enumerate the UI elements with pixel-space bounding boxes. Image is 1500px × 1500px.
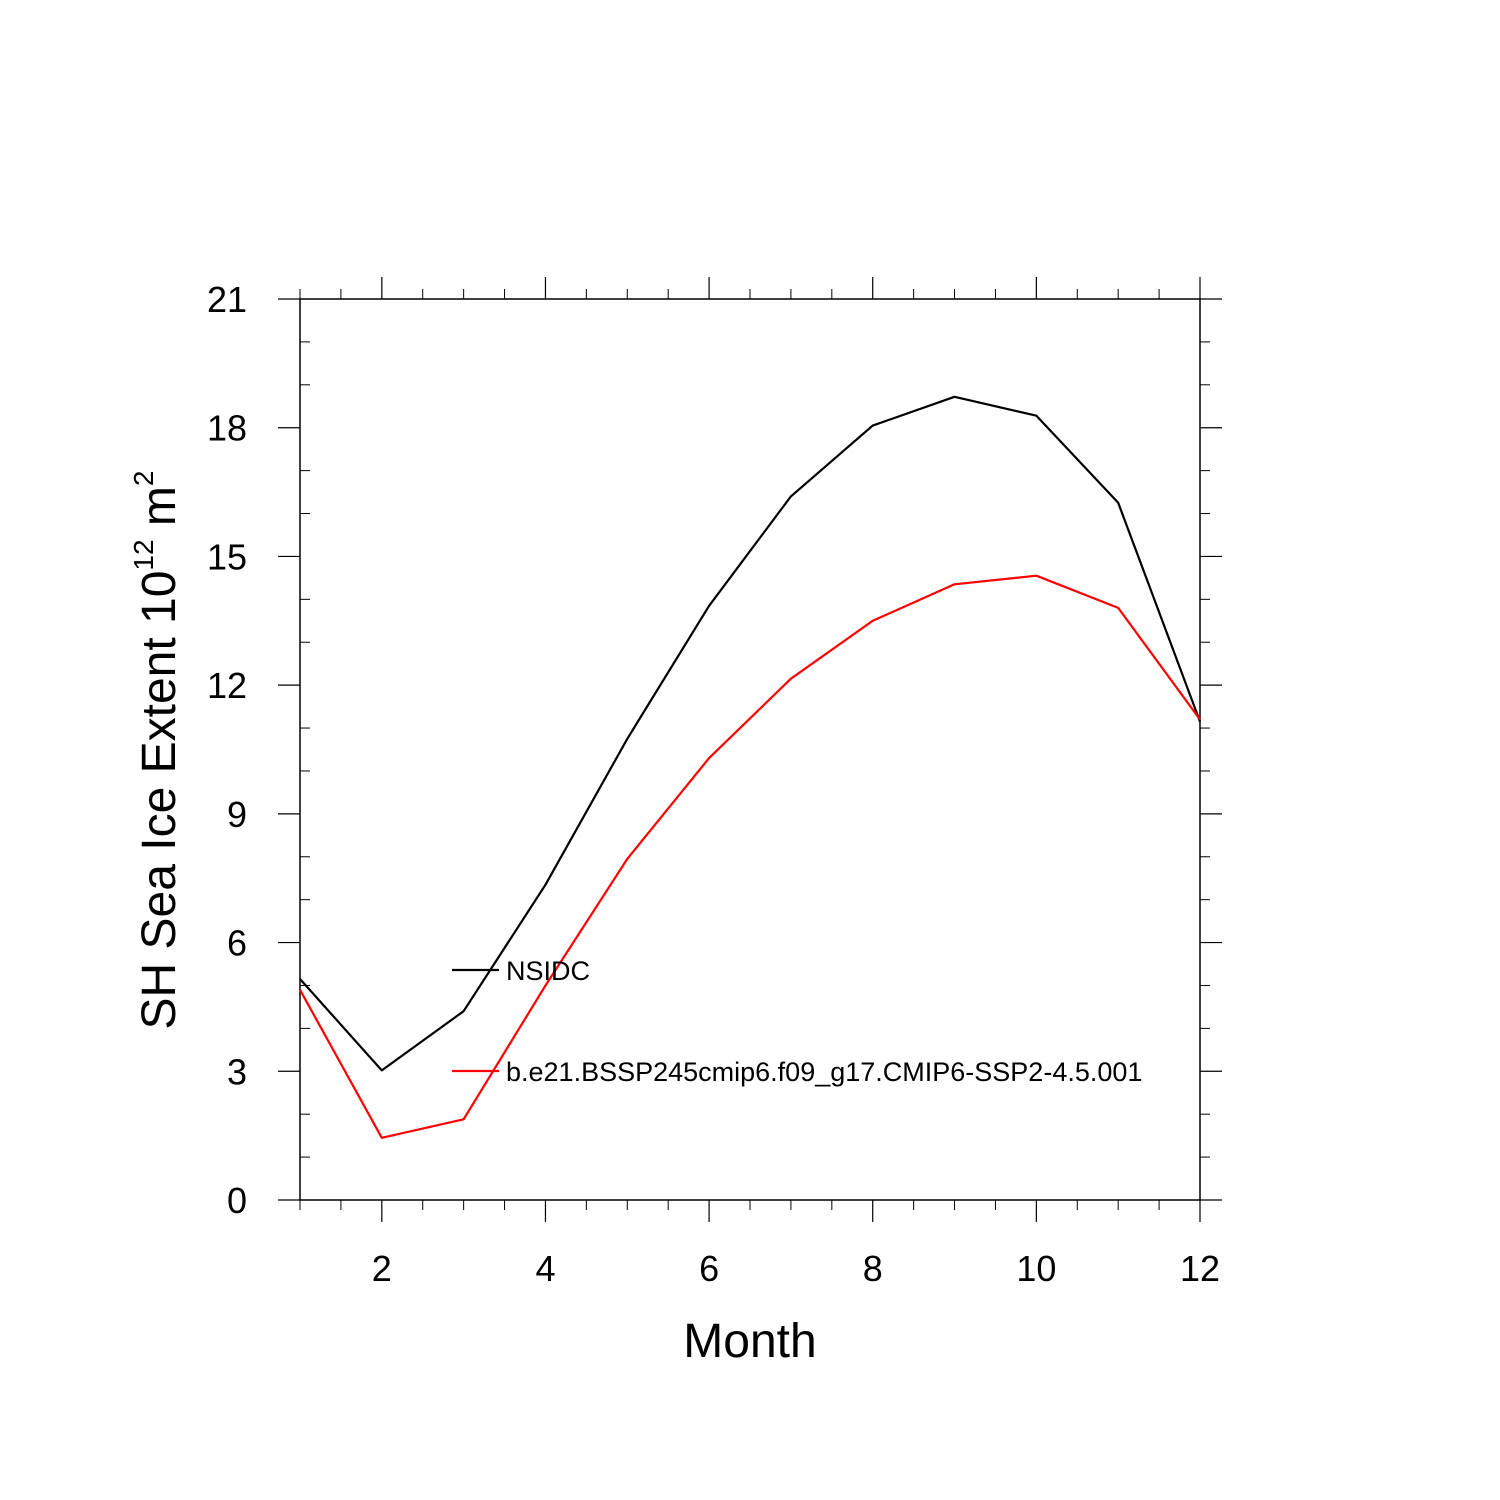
x-tick-label: 8 [863,1248,883,1289]
y-axis-title: SH Sea Ice Extent 1012 m2 [128,471,186,1030]
x-tick-label: 10 [1016,1248,1056,1289]
x-axis-title: Month [683,1315,816,1368]
legend: NSIDC b.e21.BSSP245cmip6.f09_g17.CMIP6-SS… [452,956,1142,1087]
x-tick-label: 12 [1180,1248,1220,1289]
tick-labels: 2 4 6 8 10 12 0 3 6 9 12 15 18 21 [207,279,1220,1289]
y-tick-label: 21 [207,279,247,320]
x-tick-label: 4 [535,1248,555,1289]
series-lines [299,395,1202,1139]
x-tick-label: 6 [699,1248,719,1289]
y-axis-title-unit-exponent: 2 [128,471,159,487]
y-tick-label: 3 [227,1051,247,1092]
y-axis-title-exponent: 12 [128,539,159,570]
legend-label: NSIDC [506,956,590,986]
y-tick-label: 6 [227,923,247,964]
series-line [299,574,1201,1139]
plot-frame [299,298,1201,1201]
y-tick-label: 9 [227,794,247,835]
axis-ticks [278,277,1222,1222]
y-tick-label: 12 [207,665,247,706]
y-tick-label: 18 [207,408,247,449]
legend-label: b.e21.BSSP245cmip6.f09_g17.CMIP6-SSP2-4.… [506,1057,1142,1087]
y-tick-label: 15 [207,536,247,577]
series-line [299,395,1202,1072]
y-tick-label: 0 [227,1180,247,1221]
y-axis-title-unit: m [133,486,186,539]
y-axis-title-text: SH Sea Ice Extent 10 [133,571,186,1030]
x-tick-label: 2 [372,1248,392,1289]
